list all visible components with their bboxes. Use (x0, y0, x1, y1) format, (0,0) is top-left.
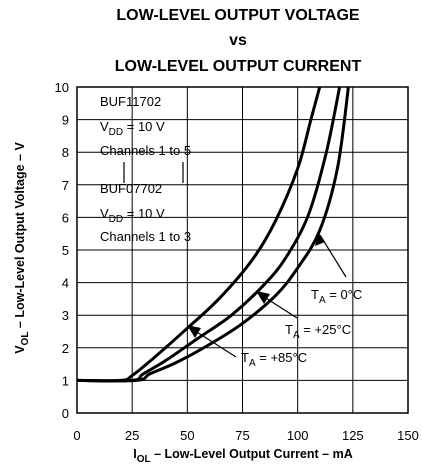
label-ta-0: TA = 0°C (311, 232, 362, 306)
annotation-device-1: BUF11702 (100, 94, 161, 109)
y-tick-label: 4 (62, 276, 69, 291)
y-tick-label: 6 (62, 210, 69, 225)
series-line-ta-0 (76, 86, 322, 383)
y-axis-label: VOL – Low-Level Output Voltage – V (13, 142, 31, 354)
x-tick-label: 150 (397, 428, 419, 443)
x-tick-label: 25 (125, 428, 139, 443)
series-lines (76, 86, 350, 383)
x-tick-label: 100 (287, 428, 309, 443)
label-ta-0-prefix: T (311, 287, 319, 302)
annotation-vdd-2-prefix: V (100, 206, 109, 221)
annotation-channels-2: Channels 1 to 3 (100, 229, 191, 244)
label-ta-85-sub: A (249, 358, 256, 369)
plot-frame (76, 86, 409, 414)
chart-title-line3: LOW-LEVEL OUTPUT CURRENT (115, 58, 362, 75)
annotation-vdd-2-suffix: = 10 V (123, 206, 165, 221)
x-axis-label: IOL – Low-Level Output Current – mA (133, 447, 352, 465)
label-ta-0-suffix: = 0°C (326, 287, 363, 302)
x-axis-label-prefix: I (133, 447, 136, 461)
label-ta-25-sub: A (293, 330, 300, 341)
annotation-vdd-2: VDD = 10 V (100, 206, 165, 225)
y-tick-label: 10 (55, 80, 69, 95)
y-axis-label-sub: OL (20, 332, 31, 346)
arrowhead-ta-85 (187, 325, 201, 338)
x-axis-label-sub: OL (137, 454, 151, 465)
x-axis-label-suffix: – Low-Level Output Current – mA (151, 447, 353, 461)
y-tick-label: 3 (62, 308, 69, 323)
annotation-device-2: BUF07702 (100, 181, 162, 196)
annotation-vdd-1-suffix: = 10 V (123, 119, 165, 134)
tick-labels: 0 25 50 75 100 125 150 0 1 2 3 4 5 6 7 8 9 10 (55, 80, 419, 443)
svg-text:TA = 0°C: TA = 0°C (311, 287, 362, 306)
label-ta-85: TA = +85°C (187, 325, 307, 369)
y-tick-label: 0 (62, 406, 69, 421)
y-tick-label: 8 (62, 145, 69, 160)
label-ta-25-prefix: T (285, 322, 293, 337)
label-ta-0-sub: A (319, 295, 326, 306)
arrowhead-ta-0 (315, 232, 325, 246)
annotation-vdd-1-prefix: V (100, 119, 109, 134)
x-tick-label: 125 (342, 428, 364, 443)
label-ta-85-suffix: = +85°C (256, 350, 307, 365)
y-tick-label: 2 (62, 341, 69, 356)
label-ta-25-suffix: = +25°C (300, 322, 351, 337)
label-ta-25: TA = +25°C (256, 291, 351, 341)
y-tick-label: 7 (62, 178, 69, 193)
series-line-ta-85 (76, 86, 350, 383)
y-axis-label-prefix: V (13, 345, 27, 354)
x-tick-label: 0 (73, 428, 80, 443)
chart-title-line2: vs (229, 32, 247, 49)
label-ta-85-prefix: T (241, 350, 249, 365)
svg-text:TA = +25°C: TA = +25°C (285, 322, 351, 341)
annotation-vdd-2-sub: DD (109, 214, 123, 225)
y-axis-label-suffix: – Low-Level Output Voltage – V (13, 142, 27, 332)
svg-text:TA = +85°C: TA = +85°C (241, 350, 307, 369)
y-tick-label: 1 (62, 373, 69, 388)
annotation-channels-1: Channels 1 to 5 (100, 143, 191, 158)
x-tick-label: 75 (235, 428, 249, 443)
series-line-ta-25 (76, 86, 342, 383)
y-tick-label: 9 (62, 113, 69, 128)
annotation-vdd-1: VDD = 10 V (100, 119, 165, 138)
y-tick-label: 5 (62, 243, 69, 258)
chart-title-line1: LOW-LEVEL OUTPUT VOLTAGE (116, 7, 360, 24)
arrowhead-ta-25 (256, 291, 270, 304)
annotation-vdd-1-sub: DD (109, 127, 123, 138)
x-tick-label: 50 (180, 428, 194, 443)
